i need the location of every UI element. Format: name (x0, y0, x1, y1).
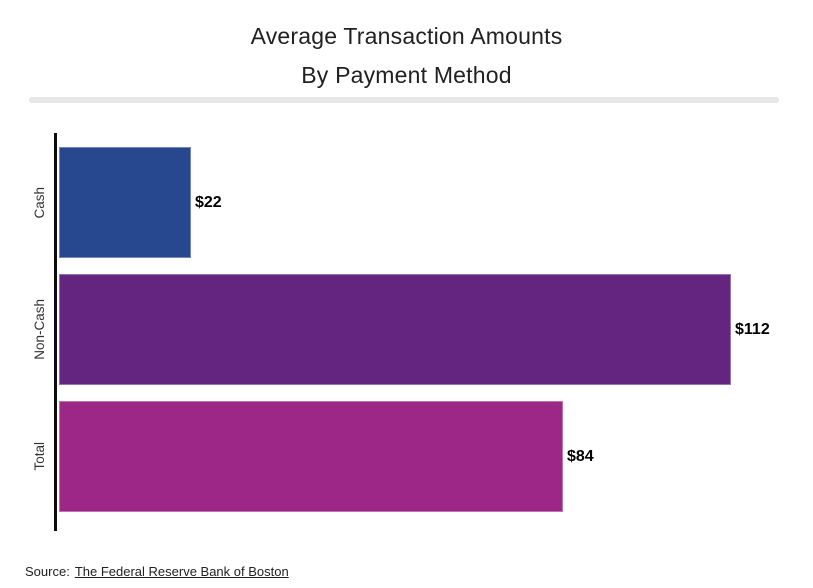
source-line: Source: The Federal Reserve Bank of Bosto… (25, 564, 289, 579)
value-label-total: $84 (567, 447, 594, 465)
chart-title: Average Transaction Amounts (250, 23, 563, 49)
title-divider (29, 97, 779, 103)
category-label-cash: Cash (31, 186, 47, 219)
bar-row-total: Total $84 (32, 401, 813, 512)
bar-row-non-cash: Non-Cash $112 (32, 274, 813, 385)
bar-row-cash: Cash $22 (32, 147, 813, 258)
bar-total (59, 401, 563, 512)
category-label-total: Total (31, 442, 47, 471)
value-label-cash: $22 (195, 193, 222, 211)
bar-cash (59, 147, 191, 258)
chart-subtitle: By Payment Method (301, 62, 512, 88)
source-link[interactable]: The Federal Reserve Bank of Boston (74, 564, 289, 579)
chart-title-block: Average Transaction Amounts By Payment M… (0, 17, 813, 95)
bar-non-cash (59, 274, 731, 385)
category-label-non-cash: Non-Cash (31, 299, 47, 360)
y-axis-line (54, 133, 57, 531)
source-label: Source: (25, 564, 70, 579)
value-label-non-cash: $112 (735, 320, 770, 338)
